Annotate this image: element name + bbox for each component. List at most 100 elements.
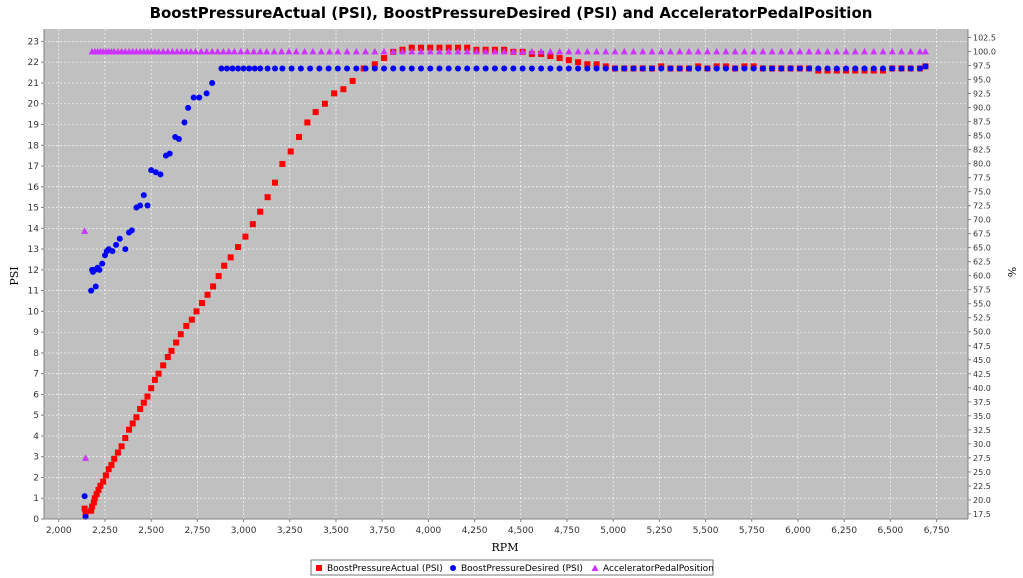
data-point	[575, 65, 582, 72]
data-point	[491, 65, 498, 72]
y2-tick-label: 45.0	[973, 356, 991, 365]
y-tick-label: 6	[33, 390, 39, 400]
data-point	[556, 55, 563, 62]
data-point	[164, 47, 172, 55]
data-point	[907, 47, 915, 55]
y2-tick-label: 100.0	[973, 47, 996, 56]
y2-tick-label: 87.5	[973, 118, 991, 127]
data-point	[491, 47, 499, 55]
axis-ticks: 2,000 2,250 2,500 2,750 3,000 3,250 3,500 3,750…	[28, 33, 996, 536]
data-point	[769, 65, 776, 72]
data-point	[100, 478, 107, 485]
data-point	[144, 393, 151, 400]
data-point	[833, 47, 841, 55]
data-point	[82, 513, 89, 520]
data-point	[482, 65, 489, 72]
data-point	[334, 65, 341, 72]
data-point	[93, 491, 100, 498]
data-point	[257, 65, 264, 72]
data-point	[168, 347, 175, 354]
data-point	[463, 47, 471, 55]
data-point	[713, 47, 721, 55]
data-point	[209, 79, 216, 86]
data-point	[242, 233, 249, 240]
y2-tick-label: 25.0	[973, 468, 991, 477]
y2-tick-label: 80.0	[973, 160, 991, 169]
data-point	[317, 47, 325, 55]
data-point	[390, 65, 397, 72]
y-tick-label: 2	[33, 473, 39, 483]
y2-tick-label: 95.0	[973, 75, 991, 84]
x-tick-label: 4,000	[416, 526, 442, 536]
data-point	[620, 47, 628, 55]
y2-tick-label: 92.5	[973, 89, 991, 98]
data-point	[235, 65, 242, 72]
y2-tick-label: 85.0	[973, 132, 991, 141]
y-tick-label: 12	[28, 266, 39, 276]
data-point	[97, 482, 104, 489]
data-point	[796, 47, 804, 55]
data-point	[787, 47, 795, 55]
x-tick-label: 5,000	[600, 526, 626, 536]
data-point	[225, 47, 233, 55]
data-point	[750, 47, 758, 55]
data-point	[584, 65, 591, 72]
data-point	[155, 370, 162, 377]
data-point	[630, 65, 637, 72]
data-point	[155, 47, 163, 55]
data-point	[102, 472, 109, 479]
chart-title: BoostPressureActual (PSI), BoostPressure…	[150, 4, 873, 22]
data-point	[583, 47, 591, 55]
y2-tick-label: 37.5	[973, 398, 991, 407]
data-point	[137, 202, 144, 209]
data-point	[824, 47, 832, 55]
grid-lines	[44, 29, 968, 520]
series-3	[81, 47, 929, 461]
data-point	[343, 47, 351, 55]
data-point	[417, 65, 424, 72]
y2-tick-label: 90.0	[973, 103, 991, 112]
data-point	[126, 426, 133, 433]
data-point	[897, 47, 905, 55]
data-point	[203, 90, 210, 97]
data-point	[96, 266, 103, 273]
data-point	[157, 171, 164, 178]
data-point	[99, 260, 106, 267]
data-point	[694, 47, 702, 55]
data-point	[805, 47, 813, 55]
data-point	[528, 65, 535, 72]
legend-label: AcceleratorPedalPosition	[603, 564, 714, 574]
y2-tick-label: 60.0	[973, 272, 991, 281]
data-point	[510, 65, 517, 72]
data-point	[445, 47, 453, 55]
y-tick-label: 23	[28, 37, 39, 47]
data-point	[129, 420, 136, 427]
data-point	[199, 300, 206, 307]
data-point	[565, 57, 572, 64]
data-point	[843, 65, 850, 72]
data-point	[166, 150, 173, 157]
legend-label: BoostPressureActual (PSI)	[327, 564, 443, 574]
legend: BoostPressureActual (PSI) BoostPressureDe…	[310, 559, 714, 576]
data-point	[95, 486, 102, 493]
data-point	[193, 308, 200, 315]
data-point	[263, 47, 271, 55]
data-point	[297, 65, 304, 72]
data-point	[133, 414, 140, 421]
data-point	[889, 65, 896, 72]
data-point	[160, 362, 167, 369]
data-point	[473, 65, 480, 72]
data-point	[704, 65, 711, 72]
data-point	[326, 47, 334, 55]
y-tick-label: 9	[33, 328, 39, 338]
data-point	[695, 65, 702, 72]
data-point	[203, 47, 211, 55]
data-point	[842, 47, 850, 55]
data-point	[325, 65, 332, 72]
data-point	[870, 65, 877, 72]
data-point	[109, 248, 116, 255]
y-tick-label: 7	[33, 370, 39, 380]
data-point	[144, 202, 151, 209]
data-point	[88, 287, 95, 294]
